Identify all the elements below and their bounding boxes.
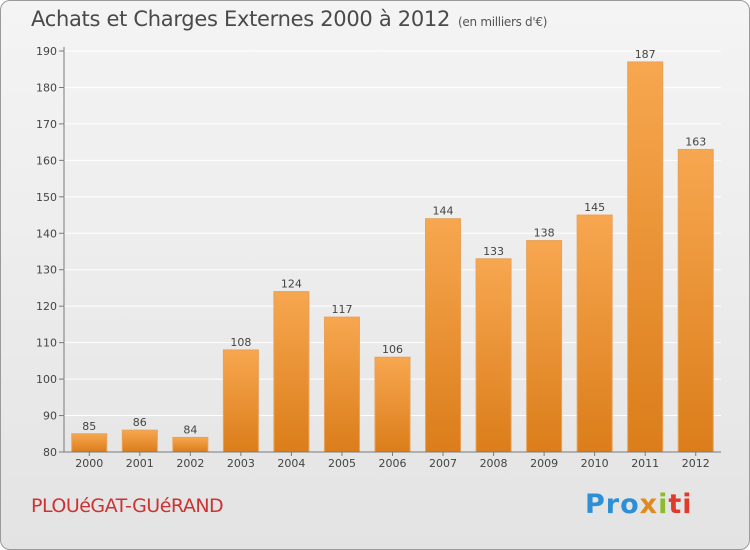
bar-value-label: 86 bbox=[133, 416, 147, 429]
x-tick-label: 2008 bbox=[480, 457, 508, 470]
logo-part: x bbox=[639, 489, 659, 520]
chart-title: Achats et Charges Externes 2000 à 2012 (e… bbox=[31, 7, 547, 31]
proxiti-logo: Proxiti bbox=[585, 489, 693, 520]
y-tick-label: 80 bbox=[43, 446, 57, 459]
y-tick-label: 170 bbox=[36, 118, 57, 131]
bar-value-label: 144 bbox=[433, 205, 454, 218]
bar bbox=[323, 316, 360, 453]
y-tick-label: 120 bbox=[36, 300, 57, 313]
bar bbox=[576, 214, 613, 453]
x-tick-label: 2001 bbox=[126, 457, 154, 470]
bar bbox=[677, 148, 714, 453]
x-tick-label: 2007 bbox=[429, 457, 457, 470]
bar-value-label: 145 bbox=[584, 201, 605, 214]
bar bbox=[627, 61, 664, 453]
bar bbox=[222, 349, 259, 453]
y-tick-label: 130 bbox=[36, 264, 57, 277]
x-tick-label: 2003 bbox=[227, 457, 255, 470]
y-tick-label: 100 bbox=[36, 373, 57, 386]
bar-value-label: 133 bbox=[483, 245, 504, 258]
x-tick-label: 2004 bbox=[277, 457, 305, 470]
y-tick-label: 180 bbox=[36, 81, 57, 94]
bar-value-label: 106 bbox=[382, 343, 403, 356]
town-name: PLOUéGAT-GUéRAND bbox=[31, 495, 224, 517]
chart-title-text: Achats et Charges Externes 2000 à 2012 bbox=[31, 7, 451, 31]
bar-value-label: 84 bbox=[183, 423, 197, 436]
x-tick-label: 2009 bbox=[530, 457, 558, 470]
y-tick-label: 190 bbox=[36, 45, 57, 58]
x-tick-label: 2006 bbox=[379, 457, 407, 470]
bar bbox=[121, 429, 158, 453]
y-tick-label: 160 bbox=[36, 154, 57, 167]
bar bbox=[425, 218, 462, 453]
bar-value-label: 138 bbox=[534, 227, 555, 240]
bar-value-label: 85 bbox=[82, 420, 96, 433]
bars bbox=[71, 61, 714, 453]
bar bbox=[71, 433, 108, 453]
bar bbox=[273, 291, 310, 453]
labels: 85 2000 86 2001 84 2002 108 2003 124 2004 117 2005 1… bbox=[75, 48, 709, 470]
y-tick-label: 110 bbox=[36, 337, 57, 350]
y-tick-label: 90 bbox=[43, 410, 57, 423]
bar-value-label: 124 bbox=[281, 278, 302, 291]
bar-value-label: 108 bbox=[230, 336, 251, 349]
x-tick-label: 2000 bbox=[75, 457, 103, 470]
x-tick-label: 2012 bbox=[682, 457, 710, 470]
bar bbox=[374, 356, 411, 453]
x-tick-label: 2010 bbox=[581, 457, 609, 470]
y-tick-label: 140 bbox=[36, 227, 57, 240]
bar bbox=[172, 436, 209, 453]
bar bbox=[526, 240, 563, 453]
bar bbox=[475, 258, 512, 453]
x-tick-label: 2002 bbox=[176, 457, 204, 470]
bar-value-label: 187 bbox=[635, 48, 656, 61]
y-tick-label: 150 bbox=[36, 191, 57, 204]
axes: 80 90 100 110 120 130 140 150 160 170 180 190 bbox=[36, 45, 721, 459]
x-tick-label: 2005 bbox=[328, 457, 356, 470]
x-tick-label: 2011 bbox=[631, 457, 659, 470]
logo-part: ti bbox=[668, 489, 693, 520]
chart-subtitle: (en milliers d'€) bbox=[458, 15, 548, 29]
logo-part: Pro bbox=[585, 489, 640, 520]
bar-value-label: 163 bbox=[685, 135, 706, 148]
bar-value-label: 117 bbox=[331, 303, 352, 316]
logo-part: i bbox=[658, 489, 669, 520]
